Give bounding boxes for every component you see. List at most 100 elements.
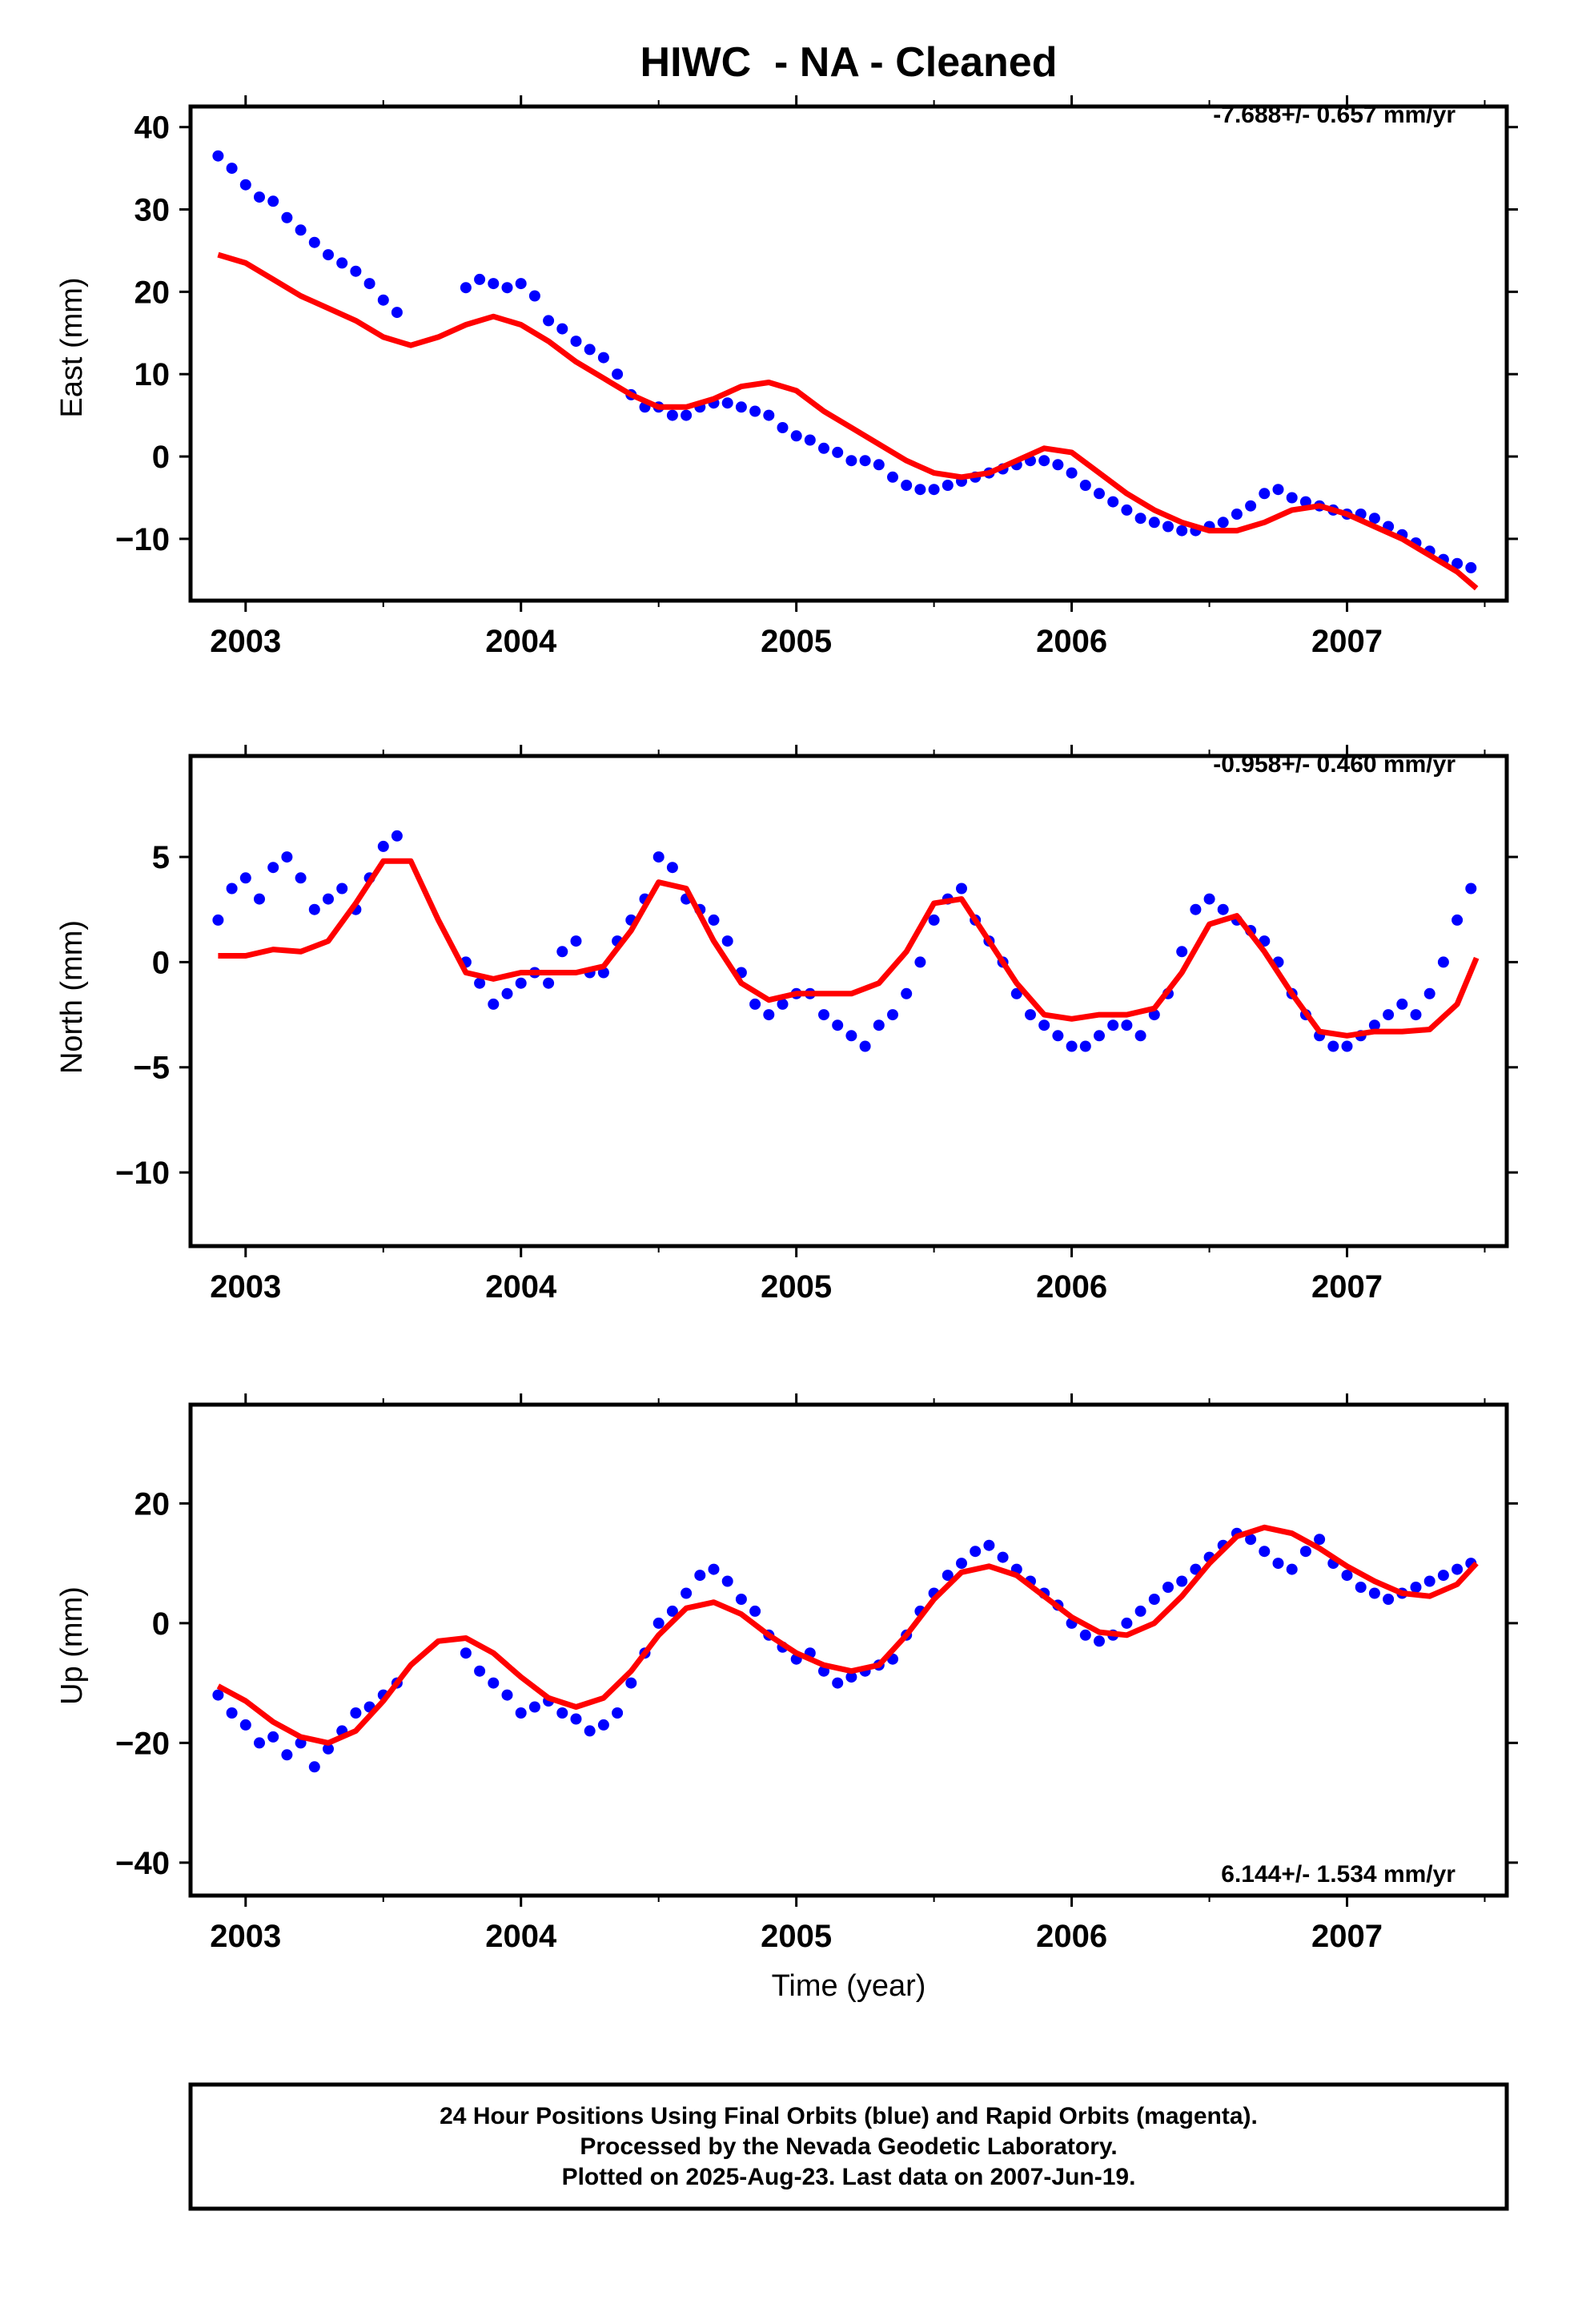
north-data-point [763,1009,775,1021]
east-y-tick-label: 30 [135,193,171,228]
up-data-point [1259,1546,1271,1558]
east-data-point [1162,521,1174,533]
north-data-point [873,1019,885,1031]
east-data-point [1452,557,1464,569]
north-data-point [1465,883,1477,895]
east-data-point [1286,492,1298,504]
up-data-point [1452,1563,1464,1575]
up-data-point [625,1677,637,1689]
up-data-point [832,1677,844,1689]
north-data-point [323,893,334,905]
up-data-point [749,1605,761,1617]
north-fit-line [218,858,1480,1039]
up-data-point [942,1570,954,1582]
up-data-point [515,1707,527,1719]
up-data-point [983,1539,995,1551]
east-data-point [295,224,307,236]
north-data-point [1066,1040,1078,1052]
north-data-point [295,872,307,884]
east-x-tick-label: 2005 [761,624,832,659]
up-data-point [1176,1575,1188,1587]
east-data-point [1038,455,1050,467]
footer-line-3: Plotted on 2025-Aug-23. Last data on 200… [562,2164,1136,2190]
up-data-point [612,1707,624,1719]
figure-title: HIWC - NA - Cleaned [640,39,1058,86]
up-data-point [652,1617,665,1629]
north-data-point [1025,1009,1036,1021]
east-data-point [308,236,320,248]
north-data-point [254,893,265,905]
up-data-point [501,1689,513,1701]
up-data-point [474,1665,486,1677]
east-y-tick-label: 40 [135,111,171,146]
east-y-tick-label: 20 [135,275,171,310]
up-data-point [708,1563,720,1575]
east-data-point [474,273,486,285]
east-x-tick-label: 2003 [210,624,281,659]
north-data-point [666,862,678,874]
north-data-point [1094,1030,1105,1042]
north-data-point [1079,1040,1091,1052]
north-data-point [281,851,293,863]
north-x-tick-label: 2006 [1036,1269,1107,1305]
north-data-point [308,903,320,915]
north-x-tick-label: 2003 [210,1269,281,1305]
up-data-point [1355,1582,1367,1593]
north-data-point [1148,1009,1160,1021]
east-x-tick-label: 2006 [1036,624,1107,659]
up-data-point [1368,1587,1380,1599]
east-data-point [1066,467,1078,479]
north-data-point [901,987,913,999]
up-data-point [666,1605,678,1617]
footer-line-2: Processed by the Nevada Geodetic Laborat… [580,2133,1117,2160]
east-data-point [1259,488,1271,500]
east-data-point [556,323,568,335]
north-panel: North (mm) 2003 2004 2005 2006 2007 −10 −5 0 5 -0… [55,745,1518,1305]
north-axis-label: North (mm) [55,920,89,1074]
up-x-tick-label: 2005 [761,1919,832,1954]
north-data-point [1396,998,1408,1010]
up-x-tick-label: 2003 [210,1919,281,1954]
up-data-point [239,1719,251,1731]
up-data-point [1148,1594,1160,1605]
east-rate-label: -7.688+/- 0.657 mm/yr [1213,102,1456,128]
east-data-point [1217,517,1229,529]
north-data-point [1383,1009,1395,1021]
east-data-point [377,294,389,306]
up-data-point [584,1725,596,1737]
east-data-point [928,484,940,496]
footer-line-1: 24 Hour Positions Using Final Orbits (bl… [440,2103,1258,2129]
east-data-point [1299,496,1311,508]
north-data-point [1410,1009,1422,1021]
up-data-point [970,1546,982,1558]
north-data-point [832,1019,844,1031]
north-data-point [488,998,500,1010]
east-data-point [1245,500,1257,512]
up-data-point [845,1671,857,1683]
up-data-point [1079,1629,1091,1641]
north-data-point [543,977,555,989]
north-data-point [859,1040,871,1052]
north-data-point [226,883,238,895]
up-data-point [597,1719,609,1731]
east-data-point [818,442,829,454]
east-data-point [1231,509,1243,520]
east-data-point [570,336,582,348]
north-data-point [501,987,513,999]
north-data-point [1452,914,1464,926]
up-x-tick-label: 2007 [1311,1919,1383,1954]
east-y-tick-label: 0 [152,440,170,475]
east-data-point [363,278,375,290]
east-data-point [226,163,238,175]
north-data-point [1134,1030,1146,1042]
east-data-point [914,484,926,496]
east-data-point [681,409,693,421]
east-data-point [460,282,472,294]
up-data-point [323,1743,334,1755]
up-data-point [350,1707,362,1719]
north-data-point [239,872,251,884]
east-data-point [1121,504,1133,516]
north-data-point [212,914,224,926]
east-data-point [239,179,251,191]
north-data-point [1327,1040,1339,1052]
